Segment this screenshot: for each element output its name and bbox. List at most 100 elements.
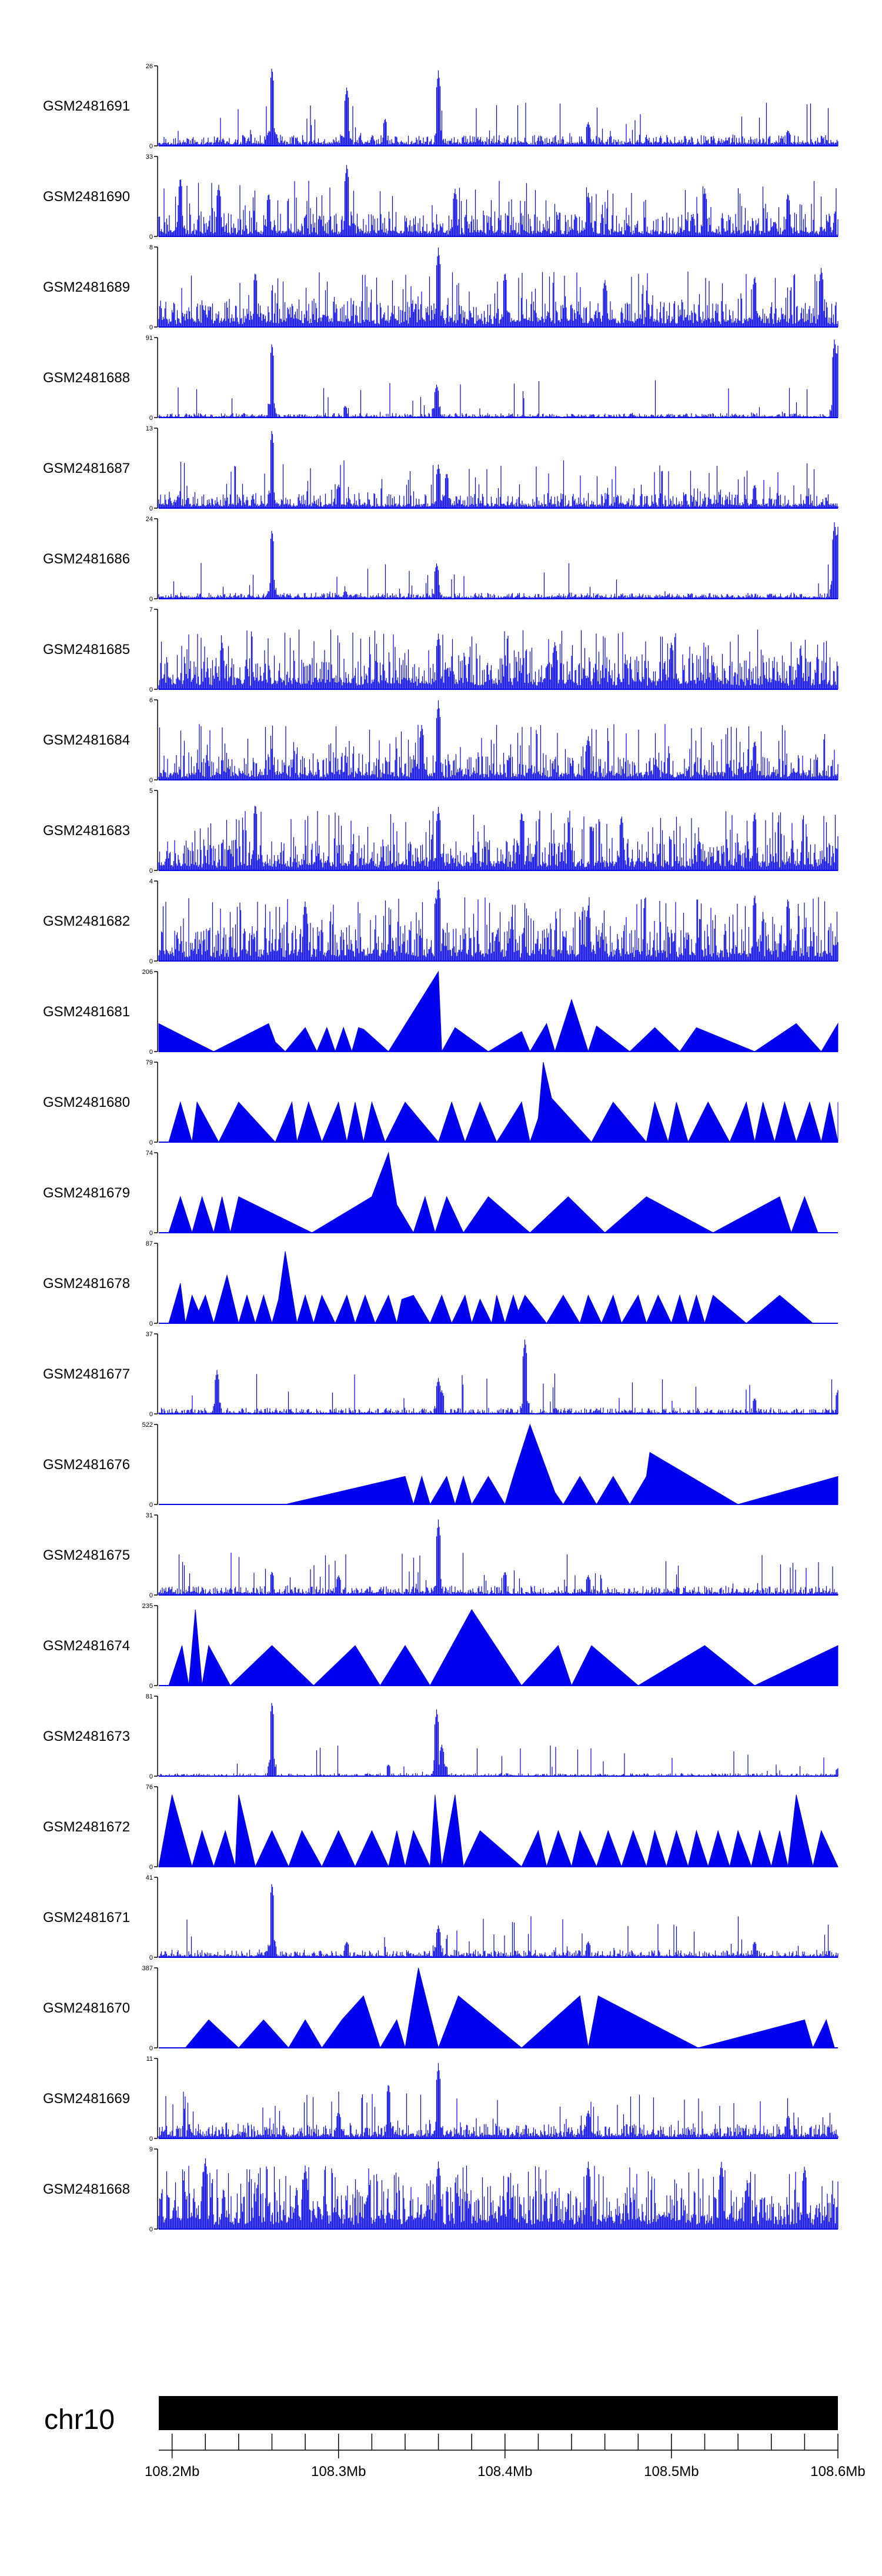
- y-tick-label-min: 0: [149, 777, 153, 784]
- signal-area: [168, 1609, 838, 1687]
- track-label: GSM2481678: [43, 1276, 130, 1292]
- y-tick-label-min: 0: [149, 1049, 153, 1056]
- track-GSM2481688: GSM2481688 91 0: [43, 335, 838, 422]
- y-tick-label-min: 0: [149, 596, 153, 603]
- track-label: GSM2481670: [43, 2000, 130, 2016]
- track-GSM2481672: GSM2481672 76 0: [43, 1784, 838, 1871]
- y-tick-label-max: 8: [149, 244, 153, 251]
- y-tick-label-max: 26: [146, 63, 153, 70]
- track-GSM2481679: GSM2481679 74 0: [43, 1150, 838, 1237]
- signal-area: [158, 1794, 838, 1868]
- track-GSM2481682: GSM2481682 4 0: [43, 878, 838, 965]
- y-tick-label-min: 0: [149, 324, 153, 331]
- track-GSM2481671: GSM2481671 41 0: [43, 1874, 838, 1961]
- y-tick-label-max: 9: [149, 2146, 153, 2153]
- track-label: GSM2481684: [43, 732, 130, 748]
- signal-bars: [158, 522, 838, 599]
- y-tick-label-max: 31: [146, 1512, 153, 1519]
- signal-area: [168, 1062, 838, 1143]
- signal-bars: [158, 431, 838, 508]
- track-label: GSM2481687: [43, 461, 130, 476]
- genome-axis: chr10 108.2Mb 108.3Mb 108.4Mb 108.5Mb 108.6M…: [44, 2396, 866, 2480]
- y-tick-label-min: 0: [149, 233, 153, 241]
- track-GSM2481668: GSM2481668 9 0: [43, 2146, 838, 2233]
- y-tick-label-max: 13: [146, 425, 153, 432]
- signal-bars: [158, 881, 838, 961]
- signal-area: [158, 970, 838, 1053]
- x-tick-label: 108.4Mb: [477, 2464, 532, 2480]
- track-GSM2481676: GSM2481676 522 0: [43, 1422, 838, 1509]
- track-label: GSM2481677: [43, 1366, 130, 1382]
- y-tick-label-max: 33: [146, 154, 153, 161]
- track-GSM2481680: GSM2481680 79 0: [43, 1059, 838, 1146]
- y-tick-label-max: 79: [146, 1059, 153, 1066]
- y-tick-label-min: 0: [149, 1773, 153, 1780]
- track-label: GSM2481671: [43, 1910, 130, 1926]
- signal-area: [168, 1251, 814, 1324]
- y-tick-label-min: 0: [149, 1320, 153, 1327]
- y-tick-label-max: 74: [146, 1150, 153, 1157]
- track-GSM2481690: GSM2481690 33 0: [43, 154, 838, 241]
- y-tick-label-min: 0: [149, 1411, 153, 1418]
- y-tick-label-max: 41: [146, 1874, 153, 1881]
- signal-bars: [158, 1703, 838, 1776]
- signal-bars: [158, 1519, 838, 1595]
- y-tick-label-min: 0: [149, 1592, 153, 1599]
- track-GSM2481683: GSM2481683 5 0: [43, 788, 838, 875]
- signal-bars: [158, 2063, 838, 2138]
- track-GSM2481691: GSM2481691 26 0: [43, 63, 838, 150]
- y-tick-label-max: 5: [149, 788, 153, 795]
- signal-bars: [158, 700, 838, 780]
- x-tick-label: 108.2Mb: [145, 2464, 199, 2480]
- y-tick-label-min: 0: [149, 1501, 153, 1509]
- track-label: GSM2481691: [43, 98, 130, 114]
- y-tick-label-min: 0: [149, 1139, 153, 1146]
- track-GSM2481678: GSM2481678 87 0: [43, 1240, 838, 1327]
- track-GSM2481669: GSM2481669 11 0: [43, 2056, 838, 2143]
- track-GSM2481684: GSM2481684 6 0: [43, 697, 838, 784]
- signal-area: [285, 1423, 838, 1506]
- track-label: GSM2481674: [43, 1638, 130, 1654]
- track-label: GSM2481680: [43, 1095, 130, 1110]
- track-GSM2481681: GSM2481681 206 0: [43, 969, 838, 1056]
- y-tick-label-max: 206: [142, 969, 153, 976]
- y-tick-label-max: 24: [146, 516, 153, 523]
- y-tick-label-min: 0: [149, 1683, 153, 1690]
- track-label: GSM2481673: [43, 1729, 130, 1744]
- chromosome-ideogram: [159, 2396, 838, 2430]
- y-tick-label-max: 81: [146, 1693, 153, 1700]
- y-tick-label-min: 0: [149, 1954, 153, 1961]
- track-label: GSM2481682: [43, 913, 130, 929]
- track-label: GSM2481675: [43, 1547, 130, 1563]
- track-GSM2481674: GSM2481674 235 0: [43, 1603, 838, 1690]
- track-label: GSM2481676: [43, 1457, 130, 1473]
- y-tick-label-min: 0: [149, 1230, 153, 1237]
- y-tick-label-min: 0: [149, 143, 153, 150]
- track-label: GSM2481681: [43, 1004, 130, 1020]
- track-label: GSM2481672: [43, 1819, 130, 1835]
- track-GSM2481675: GSM2481675 31 0: [43, 1512, 838, 1599]
- chromosome-label: chr10: [44, 2404, 115, 2435]
- track-GSM2481689: GSM2481689 8 0: [43, 244, 838, 331]
- y-tick-label-max: 11: [146, 2056, 153, 2063]
- signal-area: [168, 1152, 818, 1234]
- track-GSM2481686: GSM2481686 24 0: [43, 516, 838, 603]
- y-tick-label-min: 0: [149, 2226, 153, 2233]
- y-tick-label-max: 87: [146, 1240, 153, 1247]
- track-GSM2481677: GSM2481677 37 0: [43, 1331, 838, 1418]
- track-label: GSM2481686: [43, 551, 130, 567]
- y-tick-label-min: 0: [149, 2045, 153, 2052]
- track-label: GSM2481690: [43, 189, 130, 205]
- track-GSM2481687: GSM2481687 13 0: [43, 425, 838, 512]
- signal-bars: [158, 1339, 838, 1414]
- y-tick-label-min: 0: [149, 958, 153, 965]
- y-tick-label-max: 6: [149, 697, 153, 704]
- track-GSM2481670: GSM2481670 387 0: [43, 1965, 838, 2052]
- track-GSM2481685: GSM2481685 7 0: [43, 606, 838, 693]
- y-tick-label-min: 0: [149, 686, 153, 693]
- track-label: GSM2481689: [43, 279, 130, 295]
- track-GSM2481673: GSM2481673 81 0: [43, 1693, 838, 1780]
- y-tick-label-max: 387: [142, 1965, 153, 1972]
- x-tick-label: 108.3Mb: [311, 2464, 366, 2480]
- track-label: GSM2481688: [43, 370, 130, 386]
